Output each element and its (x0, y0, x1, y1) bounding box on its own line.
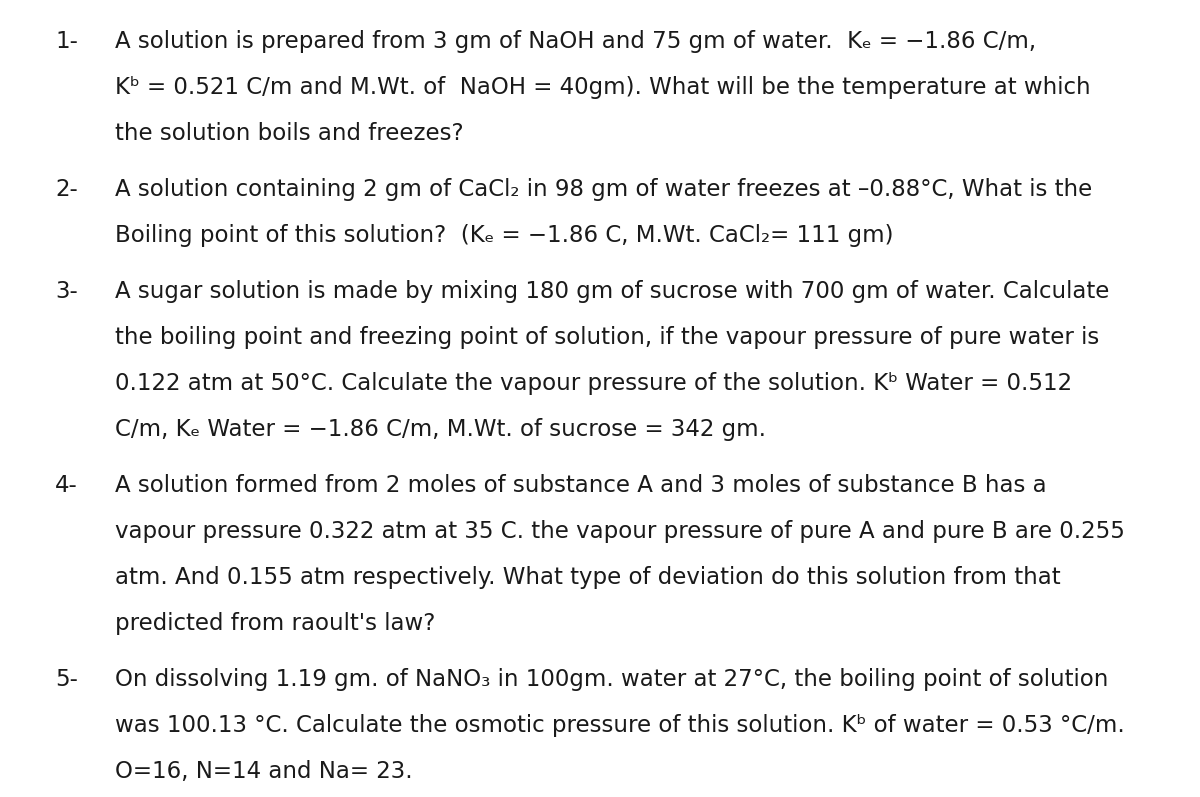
Text: atm. And 0.155 atm respectively. What type of deviation do this solution from th: atm. And 0.155 atm respectively. What ty… (115, 566, 1061, 589)
Text: 2-: 2- (55, 178, 78, 201)
Text: A solution containing 2 gm of CaCl₂ in 98 gm of water freezes at –0.88°C, What i: A solution containing 2 gm of CaCl₂ in 9… (115, 178, 1092, 201)
Text: C/m, Kₑ Water = −1.86 C/m, M.Wt. of sucrose = 342 gm.: C/m, Kₑ Water = −1.86 C/m, M.Wt. of sucr… (115, 418, 766, 441)
Text: Boiling point of this solution?  (Kₑ = −1.86 C, M.Wt. CaCl₂= 111 gm): Boiling point of this solution? (Kₑ = −1… (115, 224, 894, 247)
Text: vapour pressure 0.322 atm at 35 C. the vapour pressure of pure A and pure B are : vapour pressure 0.322 atm at 35 C. the v… (115, 520, 1124, 543)
Text: On dissolving 1.19 gm. of NaNO₃ in 100gm. water at 27°C, the boiling point of so: On dissolving 1.19 gm. of NaNO₃ in 100gm… (115, 668, 1109, 691)
Text: was 100.13 °C. Calculate the osmotic pressure of this solution. Kᵇ of water = 0.: was 100.13 °C. Calculate the osmotic pre… (115, 714, 1124, 737)
Text: A sugar solution is made by mixing 180 gm of sucrose with 700 gm of water. Calcu: A sugar solution is made by mixing 180 g… (115, 280, 1109, 303)
Text: 0.122 atm at 50°C. Calculate the vapour pressure of the solution. Kᵇ Water = 0.5: 0.122 atm at 50°C. Calculate the vapour … (115, 372, 1072, 395)
Text: Kᵇ = 0.521 C/m and M.Wt. of  NaOH = 40gm). What will be the temperature at which: Kᵇ = 0.521 C/m and M.Wt. of NaOH = 40gm)… (115, 76, 1091, 99)
Text: 1-: 1- (55, 30, 78, 53)
Text: the boiling point and freezing point of solution, if the vapour pressure of pure: the boiling point and freezing point of … (115, 326, 1099, 349)
Text: O=16, N=14 and Na= 23.: O=16, N=14 and Na= 23. (115, 760, 413, 783)
Text: predicted from raoult's law?: predicted from raoult's law? (115, 612, 436, 635)
Text: A solution formed from 2 moles of substance A and 3 moles of substance B has a: A solution formed from 2 moles of substa… (115, 474, 1046, 497)
Text: 5-: 5- (55, 668, 78, 691)
Text: 4-: 4- (55, 474, 78, 497)
Text: A solution is prepared from 3 gm of NaOH and 75 gm of water.  Kₑ = −1.86 C/m,: A solution is prepared from 3 gm of NaOH… (115, 30, 1036, 53)
Text: 3-: 3- (55, 280, 78, 303)
Text: the solution boils and freezes?: the solution boils and freezes? (115, 122, 463, 145)
